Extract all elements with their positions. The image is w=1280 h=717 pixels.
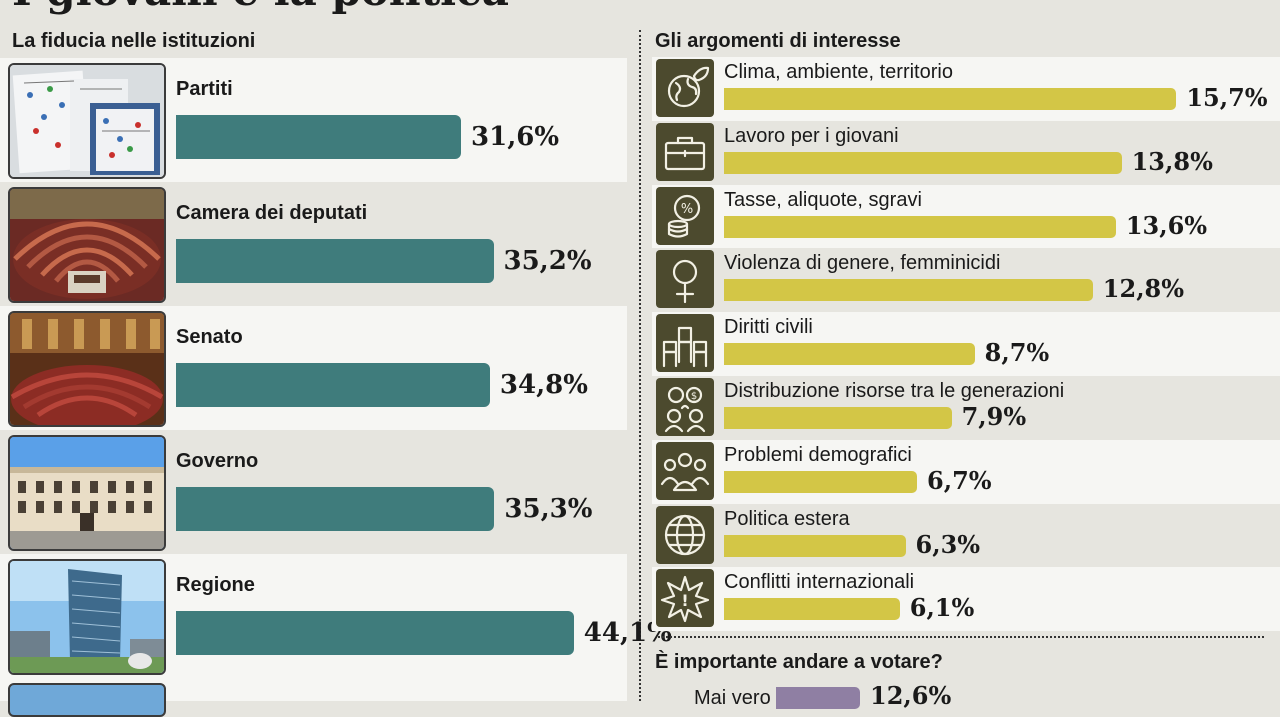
topic-value-label: 13,8% xyxy=(1131,146,1213,176)
topic-bar xyxy=(724,88,1177,110)
institution-bar xyxy=(176,115,462,159)
briefcase-icon xyxy=(656,122,714,181)
raised-fists-icon xyxy=(656,314,714,373)
topic-label: Distribuzione risorse tra le generazioni xyxy=(724,380,1065,402)
pirelli-tower-photo xyxy=(8,559,166,675)
institution-bar xyxy=(176,363,490,407)
topic-label: Politica estera xyxy=(724,507,850,530)
institution-row: Camera dei deputati 35,2% xyxy=(0,182,627,306)
topic-row: Lavoro per i giovani 13,8% xyxy=(652,120,1280,185)
topic-value-label: 13,6% xyxy=(1125,210,1208,240)
topic-row: Violenza di genere, femminicidi 12,8% xyxy=(652,248,1280,313)
institution-label: Partiti xyxy=(176,78,233,100)
institution-label: Governo xyxy=(176,450,259,472)
topic-label: Diritti civili xyxy=(724,316,813,339)
institution-value-label: 35,2% xyxy=(503,246,592,276)
institution-value-label: 31,6% xyxy=(471,122,560,152)
topic-bar xyxy=(724,343,975,366)
topic-bar xyxy=(724,534,906,557)
topic-value-label: 6,3% xyxy=(915,529,981,559)
column-divider xyxy=(639,30,641,701)
ballot-papers-photo xyxy=(8,63,166,179)
topic-row: Diritti civili 8,7% xyxy=(652,312,1280,377)
page-title: I giovani e la politica xyxy=(12,0,509,12)
generations-resources-icon: $ xyxy=(656,378,714,436)
vote-category-label: Mai vero xyxy=(694,687,771,709)
palazzo-chigi-photo xyxy=(8,435,166,551)
vote-heading: È importante andare a votare? xyxy=(655,651,943,673)
female-symbol-icon xyxy=(656,250,714,309)
earth-leaves-icon xyxy=(656,59,714,117)
vote-bar xyxy=(776,687,861,709)
chamber-of-deputies-photo xyxy=(8,187,166,303)
topic-row: % Tasse, aliquote, sgravi 13,6% xyxy=(652,184,1280,249)
topic-row: $ Distribuzione risorse tra le generazion… xyxy=(652,376,1280,440)
partial-photo xyxy=(8,683,166,717)
svg-text:$: $ xyxy=(691,391,697,402)
topic-row: ! Conflitti internazionali 6,1% xyxy=(652,567,1280,632)
institutions-heading: La fiducia nelle istituzioni xyxy=(12,30,256,52)
topic-value-label: 15,7% xyxy=(1186,83,1268,112)
explosion-icon: ! xyxy=(656,569,714,628)
topic-label: Tasse, aliquote, sgravi xyxy=(724,188,922,211)
topic-value-label: 12,8% xyxy=(1102,274,1185,304)
topic-row: Politica estera 6,3% xyxy=(652,503,1280,568)
topic-row: Clima, ambiente, territorio 15,7% xyxy=(652,57,1280,121)
topic-bar xyxy=(724,598,900,621)
senate-chamber-photo xyxy=(8,311,166,427)
institution-row-partial xyxy=(0,678,627,717)
institution-label: Regione xyxy=(176,574,255,596)
topic-label: Clima, ambiente, territorio xyxy=(724,61,953,83)
topic-bar xyxy=(724,151,1122,174)
section-divider xyxy=(658,636,1264,638)
topic-bar xyxy=(724,407,952,429)
topic-bar xyxy=(724,279,1093,302)
institution-row: Partiti 31,6% xyxy=(0,58,627,182)
topic-label: Lavoro per i giovani xyxy=(724,124,899,147)
topic-value-label: 6,7% xyxy=(927,465,992,495)
institution-row: Governo 35,3% xyxy=(0,430,627,554)
topic-label: Violenza di genere, femminicidi xyxy=(724,252,1001,275)
institution-bar xyxy=(176,487,495,531)
institution-label: Senato xyxy=(176,326,243,348)
svg-text:!: ! xyxy=(681,591,688,610)
institution-row: Regione 44,1% xyxy=(0,554,672,678)
institution-bar xyxy=(176,239,494,283)
group-people-icon xyxy=(656,441,714,500)
topic-value-label: 7,9% xyxy=(961,402,1027,431)
vote-value-label: 12,6% xyxy=(870,681,952,710)
globe-icon xyxy=(656,505,714,564)
topic-label: Problemi demografici xyxy=(724,443,912,466)
topics-heading: Gli argomenti di interesse xyxy=(655,30,901,52)
tax-percent-coins-icon: % xyxy=(656,186,714,245)
topic-bar xyxy=(724,215,1116,238)
topic-label: Conflitti internazionali xyxy=(724,571,915,594)
institution-value-label: 35,3% xyxy=(504,494,593,524)
topic-value-label: 6,1% xyxy=(909,593,975,623)
institution-value-label: 34,8% xyxy=(499,370,588,400)
topic-row: Problemi demografici 6,7% xyxy=(652,439,1280,504)
institution-bar xyxy=(176,611,574,655)
institution-label: Camera dei deputati xyxy=(176,202,368,224)
topic-bar xyxy=(724,470,918,493)
topic-value-label: 8,7% xyxy=(984,338,1050,368)
svg-text:%: % xyxy=(681,202,693,217)
institution-row: Senato 34,8% xyxy=(0,306,627,430)
